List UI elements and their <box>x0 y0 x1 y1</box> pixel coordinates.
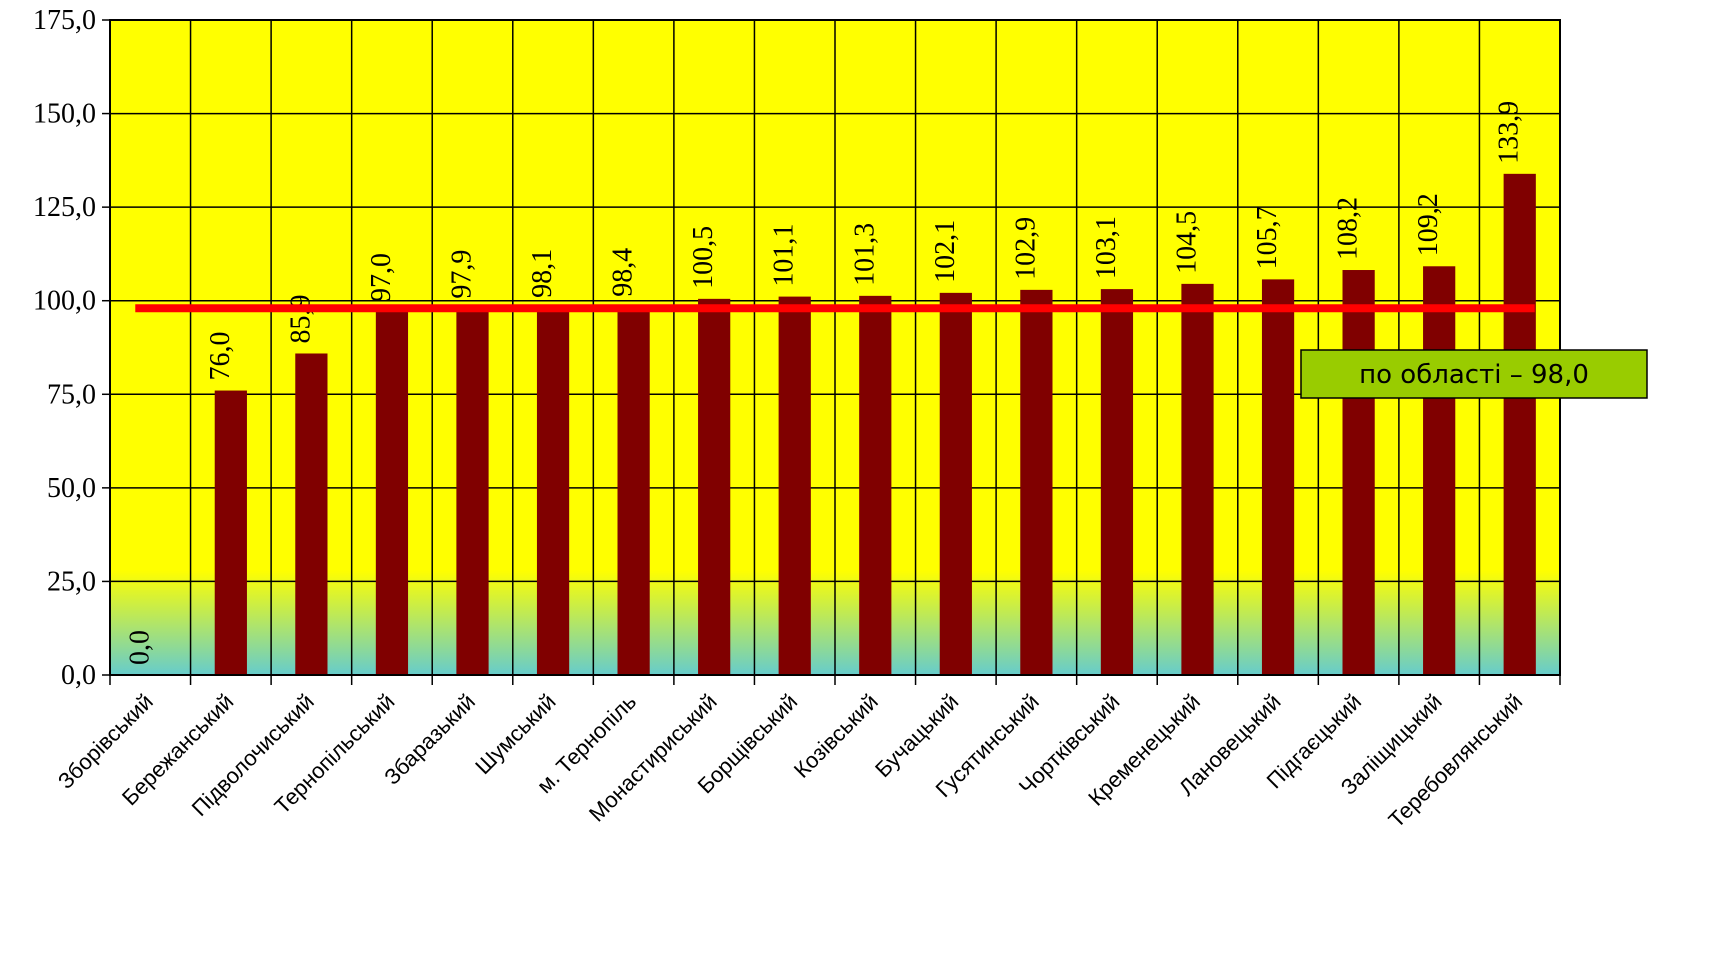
data-label: 98,4 <box>608 248 639 297</box>
x-tick-label: Теребовлянський <box>1384 689 1528 833</box>
y-tick-label: 0,0 <box>61 660 96 691</box>
data-label: 0,0 <box>124 630 155 665</box>
data-label: 103,1 <box>1091 216 1122 279</box>
bar <box>1100 289 1134 675</box>
bars <box>214 173 1536 675</box>
bar <box>939 292 972 675</box>
bar <box>698 298 731 675</box>
reference-label: по області – 98,0 <box>1300 349 1648 399</box>
y-tick-label: 175,0 <box>33 5 96 36</box>
data-label: 108,2 <box>1333 197 1364 260</box>
bar <box>859 295 892 675</box>
data-label: 133,9 <box>1494 101 1525 164</box>
data-label: 85,9 <box>285 294 316 343</box>
x-axis: ЗборівськийБережанськийПідволочиськийТер… <box>53 675 1561 833</box>
reference-label-box <box>1300 349 1648 399</box>
data-label: 104,5 <box>1172 211 1203 274</box>
bar <box>375 311 409 675</box>
data-label: 98,1 <box>527 249 558 298</box>
data-label: 100,5 <box>688 226 719 289</box>
data-label: 102,1 <box>930 220 961 283</box>
bar <box>1342 270 1375 675</box>
data-label: 109,2 <box>1413 193 1444 256</box>
data-label: 101,1 <box>769 224 800 287</box>
y-tick-label: 25,0 <box>47 566 96 597</box>
bar <box>1423 266 1456 675</box>
bar <box>1503 173 1536 675</box>
y-tick-label: 150,0 <box>33 99 96 130</box>
data-label: 97,9 <box>447 250 478 299</box>
bar <box>536 307 570 675</box>
bar <box>778 296 811 675</box>
bar <box>1020 289 1053 675</box>
data-labels: 0,0 76,0 85,9 97,0 97,9 98,1 98,4 100,5 101,1 101… <box>124 101 1524 665</box>
data-label: 97,0 <box>366 253 397 302</box>
bar <box>295 353 328 675</box>
x-tick-label: Козівський <box>789 689 883 783</box>
grid-lines <box>110 19 1560 675</box>
y-tick-label: 100,0 <box>33 286 96 317</box>
data-label: 76,0 <box>205 332 236 381</box>
y-tick-label: 125,0 <box>33 192 96 223</box>
reference-label-text: по області – 98,0 <box>1359 360 1589 390</box>
y-axis: 0,0 25,0 50,0 75,0 100,0 125,0 150,0 175,0 <box>33 5 110 691</box>
bar <box>617 306 650 675</box>
bar <box>214 390 247 675</box>
bar <box>456 308 489 675</box>
y-tick-label: 75,0 <box>47 379 96 410</box>
bar <box>1261 279 1295 675</box>
data-label: 105,7 <box>1252 206 1283 269</box>
data-label: 102,9 <box>1010 217 1041 280</box>
data-label: 101,3 <box>849 223 880 286</box>
y-tick-label: 50,0 <box>47 473 96 504</box>
bar <box>1181 283 1214 675</box>
